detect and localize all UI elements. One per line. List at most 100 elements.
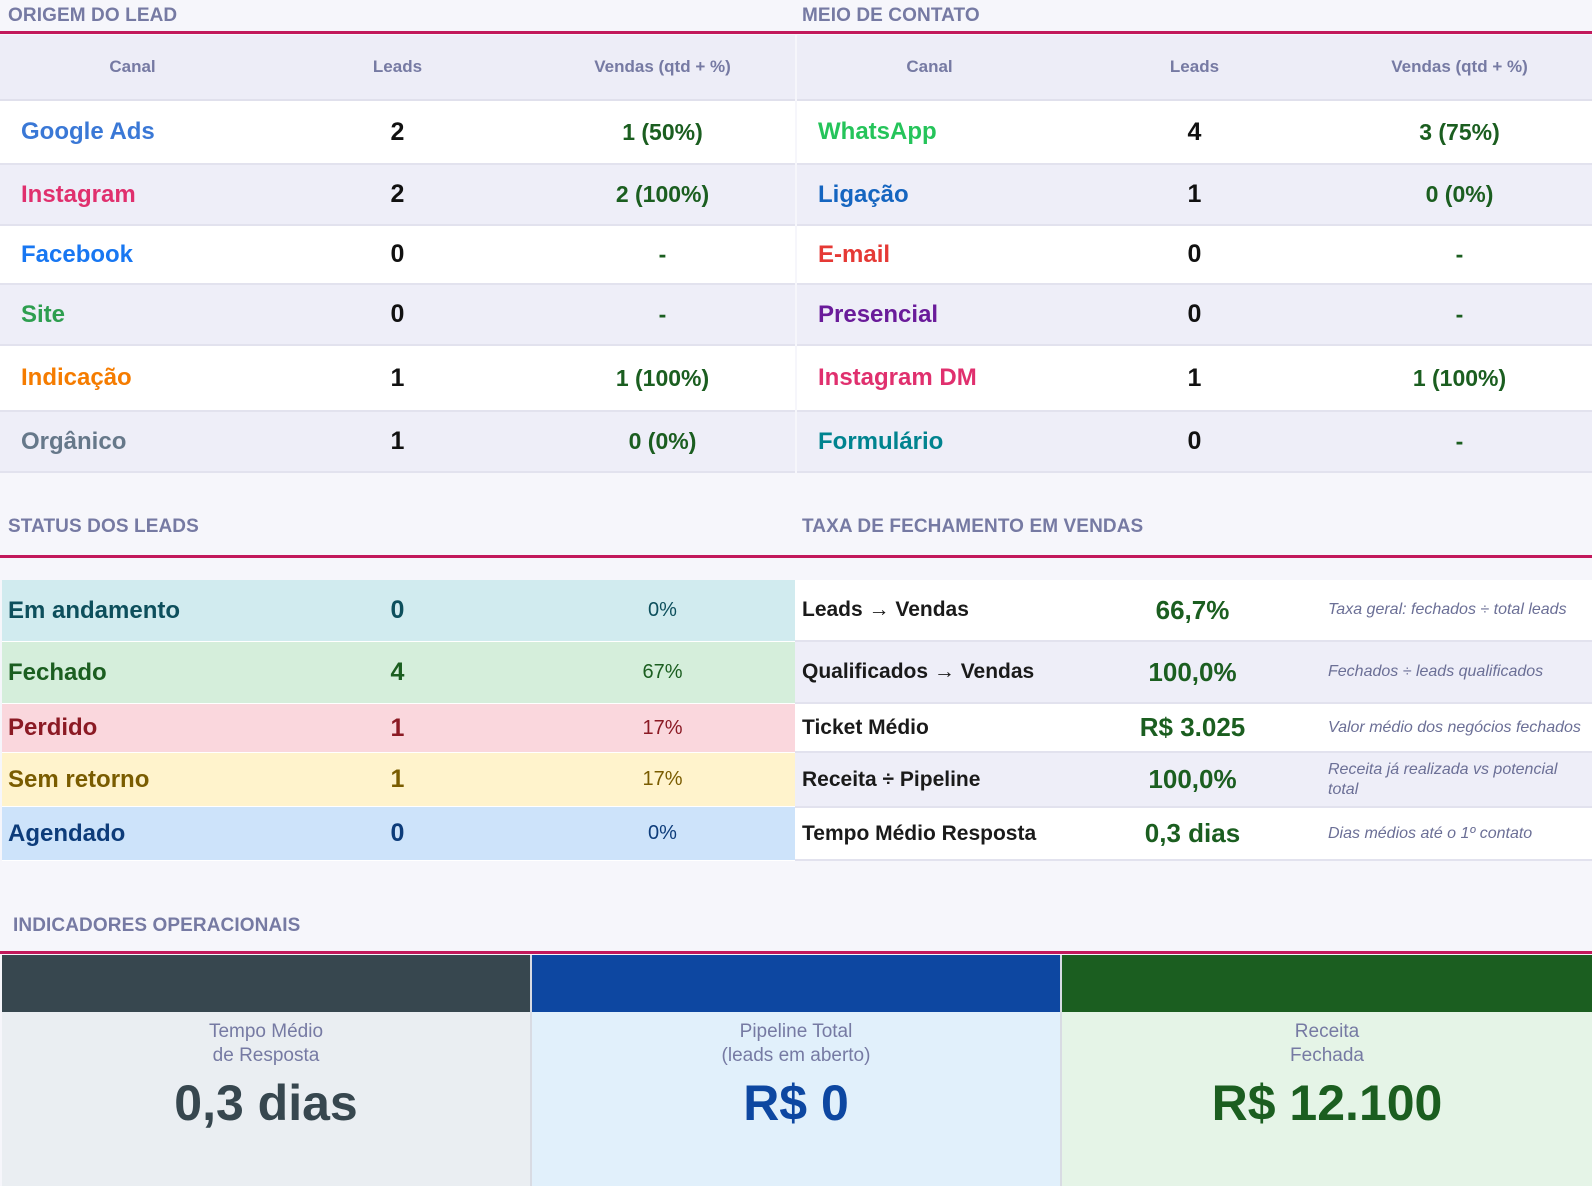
- taxa-value: 0,3 dias: [1144, 818, 1241, 848]
- status-percent: 0%: [648, 822, 677, 844]
- section-divider: [0, 951, 1592, 954]
- card-color-band: [2, 955, 530, 1012]
- taxa-label: Receita ÷ Pipeline: [802, 767, 981, 791]
- card-label-line: Fechada: [1290, 1045, 1364, 1066]
- taxa-note: Receita já realizada vs potencial total: [1328, 760, 1558, 798]
- table-row: Facebook 0 -: [0, 226, 795, 285]
- row-canal: Ligação: [818, 180, 909, 208]
- col-header-vendas: Vendas (qtd + %): [594, 57, 731, 76]
- taxa-note: Dias médios até o 1º contato: [1328, 824, 1533, 842]
- row-leads: 0: [1187, 427, 1202, 455]
- status-percent: 17%: [642, 716, 683, 739]
- table-row: Presencial 0 -: [797, 285, 1592, 346]
- row-vendas: -: [1455, 301, 1464, 327]
- row-vendas: 0 (0%): [628, 428, 697, 454]
- status-row-em-andamento: Em andamento 0 0%: [2, 580, 795, 642]
- row-canal: E-mail: [818, 240, 891, 268]
- table-row: Tempo Médio Resposta 0,3 dias Dias médio…: [795, 808, 1592, 861]
- row-leads: 2: [390, 117, 405, 146]
- table-row: Orgânico 1 0 (0%): [0, 412, 795, 473]
- row-canal: Formulário: [818, 427, 944, 455]
- card-label: Receita Fechada: [1062, 1020, 1592, 1068]
- status-percent: 17%: [642, 768, 683, 790]
- table-row: Google Ads 2 1 (50%): [0, 101, 795, 165]
- row-leads: 1: [390, 363, 405, 392]
- meio-section-title: MEIO DE CONTATO: [802, 5, 980, 26]
- col-header-leads: Leads: [372, 57, 423, 76]
- taxa-value: 100,0%: [1148, 656, 1237, 687]
- status-row-perdido: Perdido 1 17%: [2, 704, 795, 753]
- row-vendas: -: [658, 241, 667, 267]
- taxa-value: 100,0%: [1148, 764, 1237, 794]
- row-vendas: 2 (100%): [615, 181, 710, 207]
- row-canal: Presencial: [818, 300, 939, 328]
- table-row: Site 0 -: [0, 285, 795, 346]
- taxa-section-title: TAXA DE FECHAMENTO EM VENDAS: [802, 516, 1144, 537]
- row-leads: 0: [1187, 240, 1202, 268]
- status-row-fechado: Fechado 4 67%: [2, 642, 795, 704]
- row-canal: Site: [21, 300, 66, 328]
- taxa-table: Leads → Vendas 66,7% Taxa geral: fechado…: [795, 580, 1592, 861]
- table-header: Canal Leads Vendas (qtd + %): [797, 35, 1592, 101]
- card-label: Tempo Médio de Resposta: [2, 1020, 530, 1068]
- card-label: Pipeline Total (leads em aberto): [532, 1020, 1060, 1068]
- table-row: Instagram DM 1 1 (100%): [797, 346, 1592, 412]
- table-row: Qualificados → Vendas 100,0% Fechados ÷ …: [795, 642, 1592, 704]
- card-label-line: Pipeline Total: [739, 1021, 853, 1042]
- indicadores-section-title: INDICADORES OPERACIONAIS: [13, 915, 301, 936]
- col-header-canal: Canal: [109, 57, 156, 76]
- card-value: R$ 0: [743, 1075, 849, 1131]
- col-header-canal: Canal: [906, 57, 953, 76]
- section-divider: [0, 555, 1592, 558]
- row-leads: 2: [390, 180, 405, 208]
- row-vendas: 3 (75%): [1419, 118, 1500, 145]
- status-label: Perdido: [8, 714, 98, 741]
- table-row: Indicação 1 1 (100%): [0, 346, 795, 412]
- row-canal: WhatsApp: [818, 118, 937, 145]
- row-leads: 0: [390, 240, 405, 268]
- status-count: 1: [390, 765, 405, 793]
- origem-table: Canal Leads Vendas (qtd + %) Google Ads …: [0, 35, 795, 473]
- card-label-line: Tempo Médio: [208, 1021, 324, 1042]
- status-label: Sem retorno: [8, 765, 150, 793]
- table-row: Formulário 0 -: [797, 412, 1592, 473]
- status-count: 1: [390, 713, 405, 742]
- status-count: 0: [390, 596, 405, 624]
- row-leads: 1: [390, 427, 405, 455]
- table-row: Ligação 1 0 (0%): [797, 165, 1592, 226]
- col-header-vendas: Vendas (qtd + %): [1391, 57, 1528, 76]
- status-label: Agendado: [8, 819, 126, 847]
- row-leads: 4: [1187, 117, 1202, 146]
- card-value: 0,3 dias: [174, 1075, 358, 1131]
- row-vendas: 0 (0%): [1425, 181, 1494, 207]
- status-label: Em andamento: [8, 596, 181, 624]
- taxa-note: Taxa geral: fechados ÷ total leads: [1328, 601, 1567, 618]
- card-tempo-medio: Tempo Médio de Resposta 0,3 dias: [2, 955, 532, 1186]
- table-row: Instagram 2 2 (100%): [0, 165, 795, 226]
- status-row-sem-retorno: Sem retorno 1 17%: [2, 753, 795, 807]
- taxa-label: Leads → Vendas: [802, 598, 969, 621]
- card-label-line: Receita: [1294, 1021, 1360, 1042]
- table-row: Leads → Vendas 66,7% Taxa geral: fechado…: [795, 580, 1592, 642]
- col-header-leads: Leads: [1169, 57, 1220, 76]
- taxa-note: Valor médio dos negócios fechados: [1328, 718, 1581, 736]
- status-label: Fechado: [8, 658, 107, 686]
- row-leads: 1: [1187, 363, 1202, 392]
- indicator-cards: Tempo Médio de Resposta 0,3 dias Pipelin…: [2, 955, 1592, 1186]
- row-vendas: -: [1455, 428, 1464, 454]
- meio-table: Canal Leads Vendas (qtd + %) WhatsApp 4 …: [797, 35, 1592, 473]
- origem-section-title: ORIGEM DO LEAD: [8, 5, 178, 26]
- row-vendas: 1 (50%): [622, 118, 703, 145]
- row-canal: Instagram DM: [818, 364, 977, 391]
- taxa-value: 66,7%: [1155, 594, 1230, 625]
- status-count: 4: [390, 658, 405, 686]
- card-value: R$ 12.100: [1211, 1075, 1443, 1131]
- status-row-agendado: Agendado 0 0%: [2, 807, 795, 861]
- taxa-label: Qualificados → Vendas: [802, 660, 1035, 683]
- row-vendas: 1 (100%): [615, 364, 710, 391]
- card-label-line: (leads em aberto): [721, 1045, 871, 1066]
- status-count: 0: [390, 819, 405, 847]
- table-header: Canal Leads Vendas (qtd + %): [0, 35, 795, 101]
- card-label-line: de Resposta: [212, 1045, 320, 1066]
- row-leads: 1: [1187, 180, 1202, 208]
